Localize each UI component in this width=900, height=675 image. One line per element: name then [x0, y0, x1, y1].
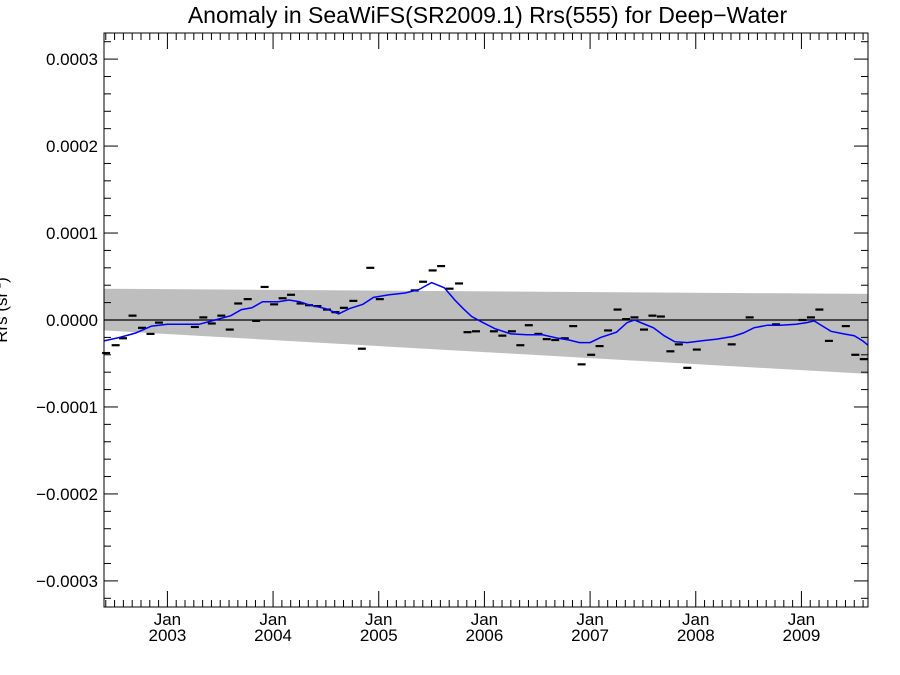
x-tick-year-label: 2006: [466, 626, 504, 645]
x-tick-year-label: 2008: [677, 626, 715, 645]
y-tick-label: 0.0001: [46, 224, 98, 243]
y-tick-label: 0.0002: [46, 137, 98, 156]
x-tick-month-label: Jan: [682, 610, 709, 629]
smoothed-series-line: [103, 281, 869, 346]
uncertainty-band: [104, 288, 868, 374]
x-tick-year-label: 2007: [571, 626, 609, 645]
x-tick-year-label: 2005: [360, 626, 398, 645]
x-tick-year-label: 2003: [148, 626, 186, 645]
x-tick-month-label: Jan: [259, 610, 286, 629]
y-tick-label: −0.0002: [36, 485, 98, 504]
series-group: [102, 264, 869, 369]
x-tick-year-label: 2009: [783, 626, 821, 645]
axes-group: −0.0003 −0.0002 −0.0001 0.0000 0.0001 0.0002 0…: [36, 32, 869, 645]
x-tick-month-label: Jan: [365, 610, 392, 629]
chart-title: Anomaly in SeaWiFS(SR2009.1) Rrs(555) fo…: [187, 2, 788, 28]
y-tick-label: 0.0003: [46, 50, 98, 69]
x-tick-month-label: Jan: [576, 610, 603, 629]
x-tick-month-label: Jan: [471, 610, 498, 629]
y-tick-label: −0.0001: [36, 398, 98, 417]
y-tick-label: 0.0000: [46, 311, 98, 330]
x-tick-month-label: Jan: [788, 610, 815, 629]
uncertainty-band-group: [104, 288, 868, 374]
y-tick-label: −0.0003: [36, 572, 98, 591]
x-tick-month-label: Jan: [154, 610, 181, 629]
x-tick-year-label: 2004: [254, 626, 292, 645]
